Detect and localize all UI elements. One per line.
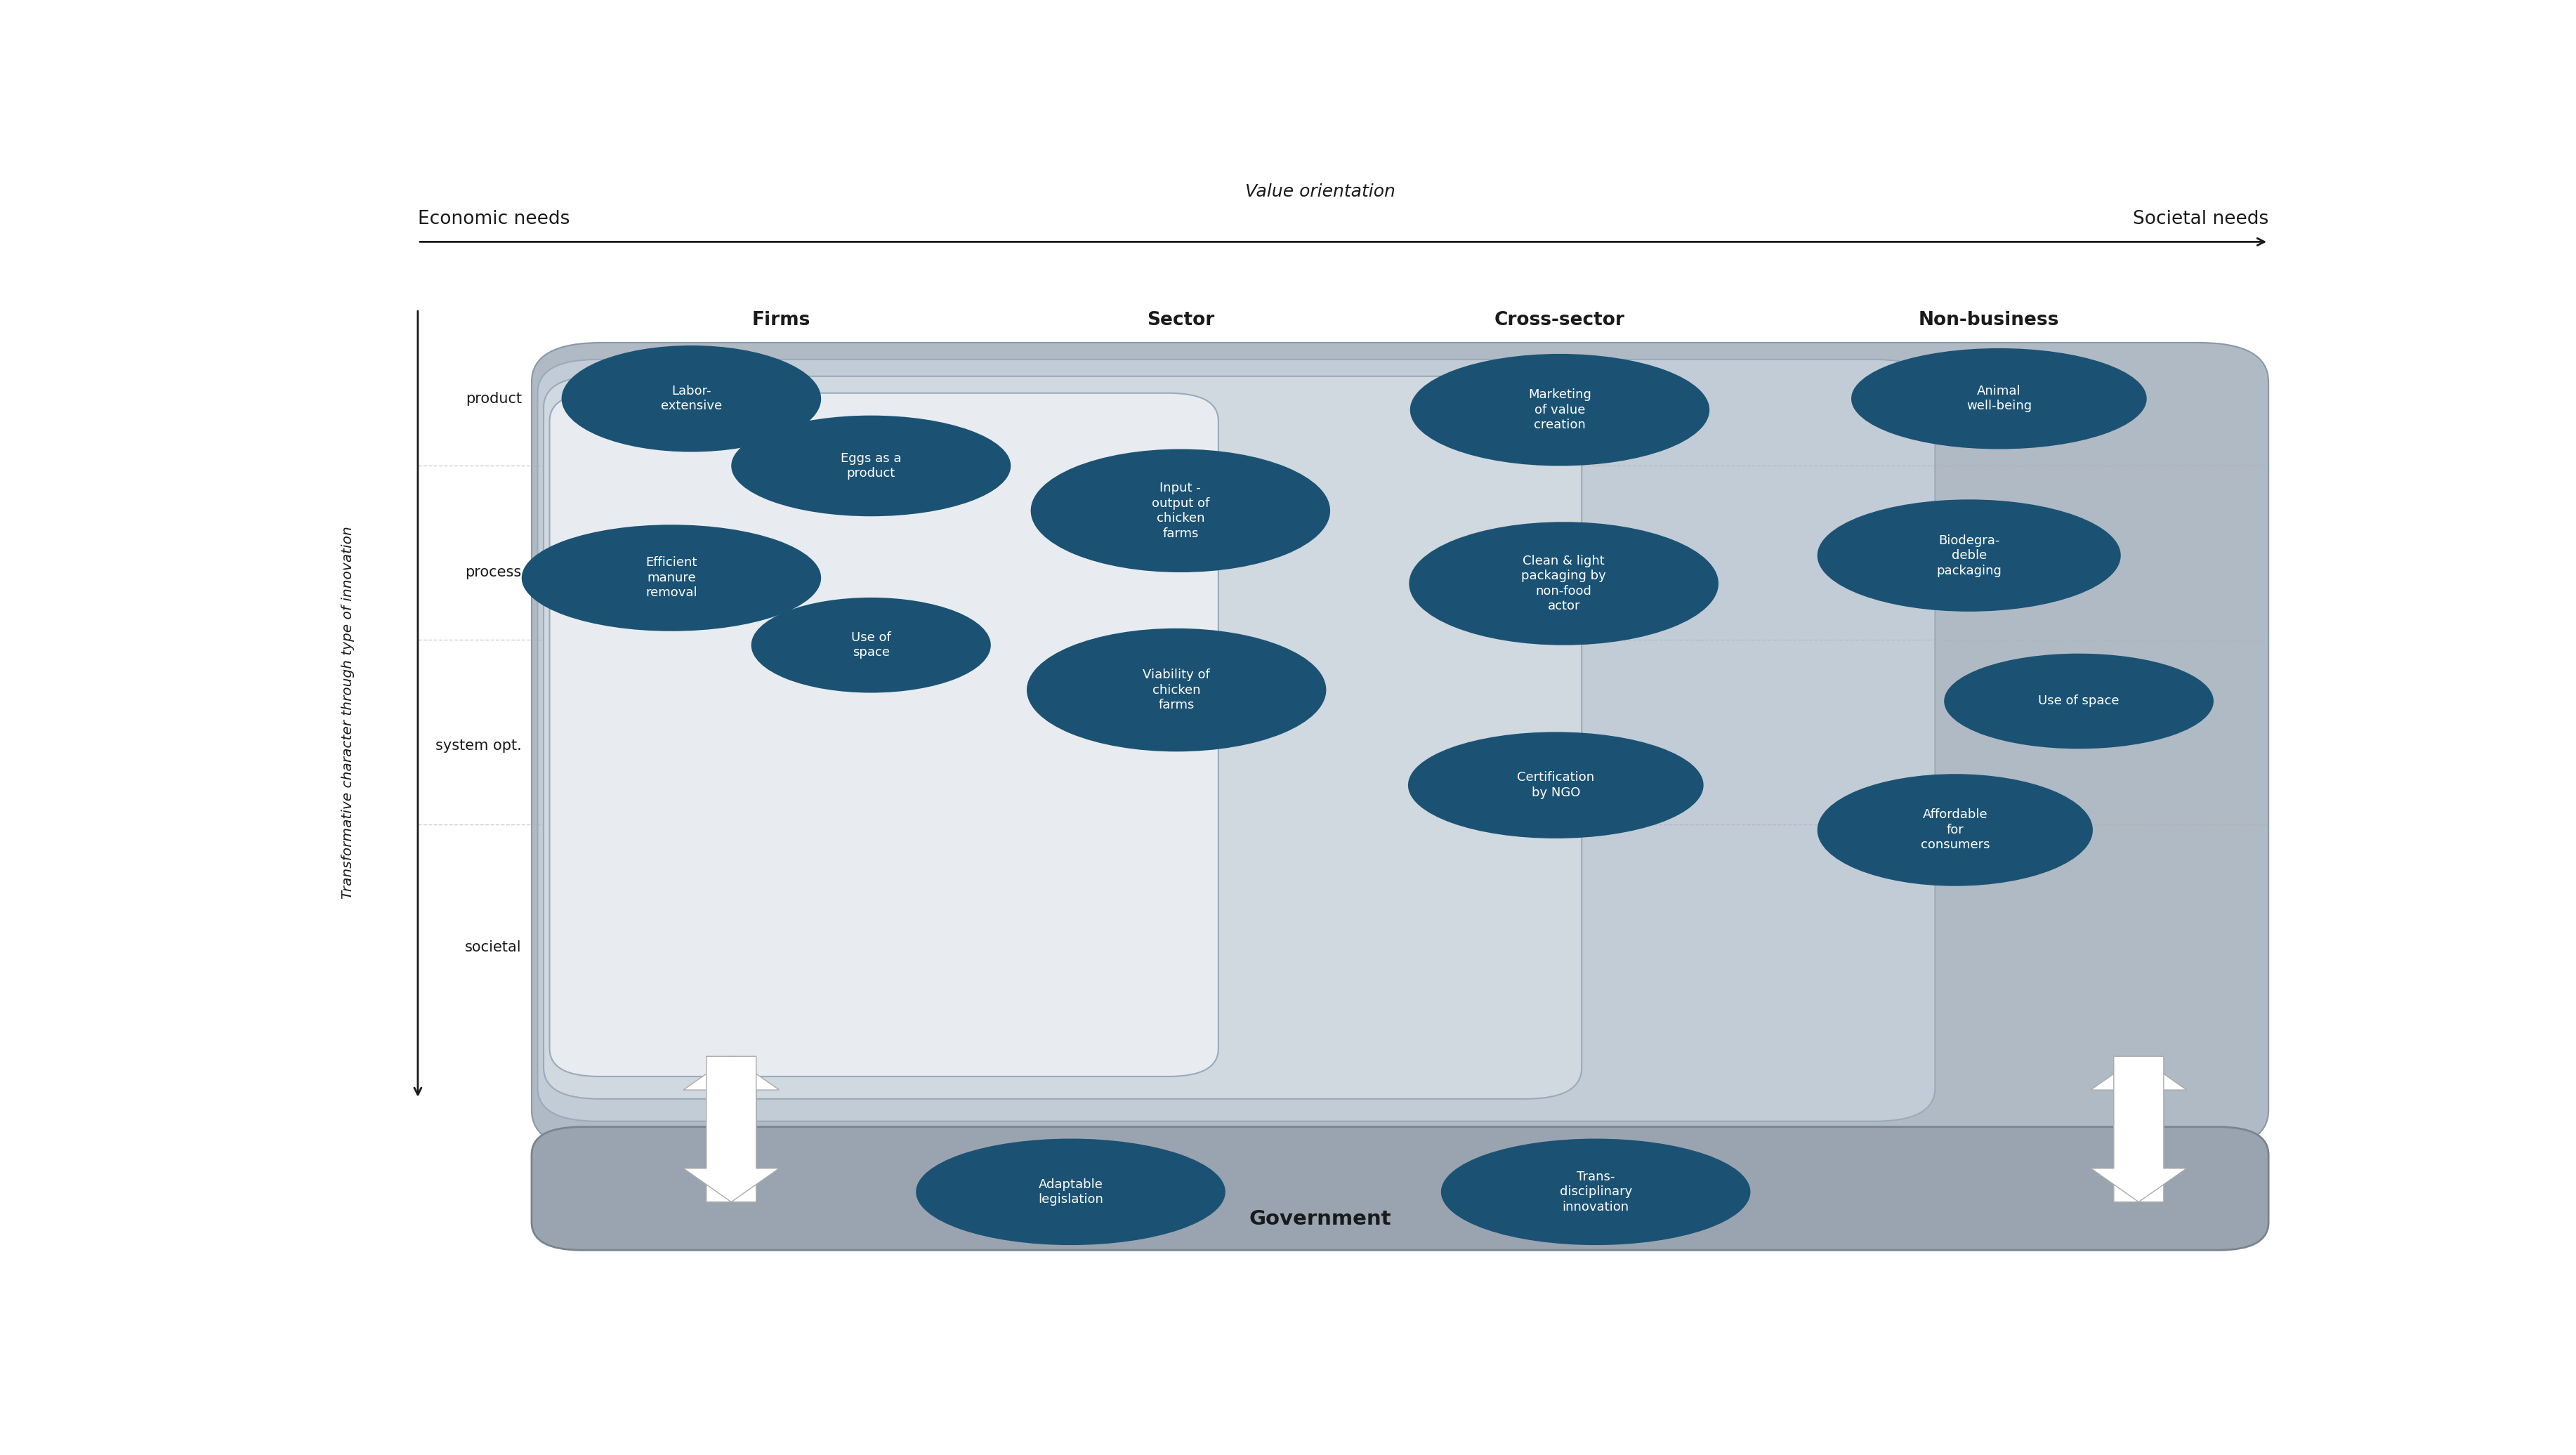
Ellipse shape — [1030, 450, 1329, 572]
FancyBboxPatch shape — [538, 359, 1935, 1122]
Ellipse shape — [1409, 354, 1710, 466]
Text: Government: Government — [1249, 1209, 1391, 1228]
FancyBboxPatch shape — [549, 355, 2251, 1152]
Ellipse shape — [732, 416, 1010, 517]
Text: Societal needs: Societal needs — [2133, 210, 2269, 228]
Text: Non-business: Non-business — [1919, 311, 2058, 329]
Text: Use of
space: Use of space — [850, 631, 891, 659]
Text: Cross-sector: Cross-sector — [1494, 311, 1625, 329]
FancyBboxPatch shape — [549, 393, 1218, 1077]
Text: Marketing
of value
creation: Marketing of value creation — [1528, 388, 1592, 431]
Ellipse shape — [1409, 732, 1703, 838]
Text: Animal
well-being: Animal well-being — [1965, 384, 2032, 413]
Text: Firms: Firms — [752, 311, 811, 329]
Text: Sector: Sector — [1146, 311, 1213, 329]
Ellipse shape — [1409, 522, 1718, 645]
Text: Certification
by NGO: Certification by NGO — [1517, 771, 1595, 799]
Text: societal: societal — [466, 940, 520, 954]
Text: Biodegra-
deble
packaging: Biodegra- deble packaging — [1937, 534, 2002, 578]
Polygon shape — [683, 1056, 778, 1202]
FancyBboxPatch shape — [531, 343, 2269, 1149]
Ellipse shape — [752, 598, 992, 693]
Polygon shape — [2092, 1056, 2187, 1202]
Ellipse shape — [1852, 348, 2146, 450]
Text: Labor-
extensive: Labor- extensive — [659, 384, 721, 413]
Ellipse shape — [1028, 629, 1327, 752]
Text: process: process — [466, 566, 520, 579]
Text: Transformative character through type of innovation: Transformative character through type of… — [340, 527, 355, 899]
Text: Input -
output of
chicken
farms: Input - output of chicken farms — [1151, 482, 1208, 540]
Ellipse shape — [1440, 1139, 1752, 1245]
Text: Economic needs: Economic needs — [417, 210, 569, 228]
Text: Use of space: Use of space — [2038, 695, 2120, 707]
Polygon shape — [2092, 1056, 2187, 1202]
Text: system opt.: system opt. — [435, 739, 520, 754]
Ellipse shape — [1816, 499, 2120, 611]
FancyBboxPatch shape — [544, 377, 1582, 1099]
Text: Efficient
manure
removal: Efficient manure removal — [647, 556, 698, 599]
Ellipse shape — [1945, 653, 2213, 749]
Text: Viability of
chicken
farms: Viability of chicken farms — [1144, 668, 1211, 711]
FancyBboxPatch shape — [580, 378, 2221, 1157]
Ellipse shape — [1816, 774, 2092, 886]
FancyBboxPatch shape — [564, 367, 2236, 1155]
Ellipse shape — [562, 345, 822, 453]
Text: Eggs as a
product: Eggs as a product — [840, 453, 902, 480]
Text: Clean & light
packaging by
non-food
actor: Clean & light packaging by non-food acto… — [1522, 554, 1607, 613]
Text: Affordable
for
consumers: Affordable for consumers — [1922, 809, 1989, 851]
Ellipse shape — [917, 1139, 1226, 1245]
Text: Value orientation: Value orientation — [1244, 183, 1396, 201]
Text: product: product — [466, 391, 520, 406]
Text: Trans-
disciplinary
innovation: Trans- disciplinary innovation — [1558, 1170, 1633, 1213]
Text: Adaptable
legislation: Adaptable legislation — [1038, 1179, 1103, 1206]
Polygon shape — [683, 1056, 778, 1202]
FancyBboxPatch shape — [531, 1126, 2269, 1250]
Ellipse shape — [523, 525, 822, 631]
